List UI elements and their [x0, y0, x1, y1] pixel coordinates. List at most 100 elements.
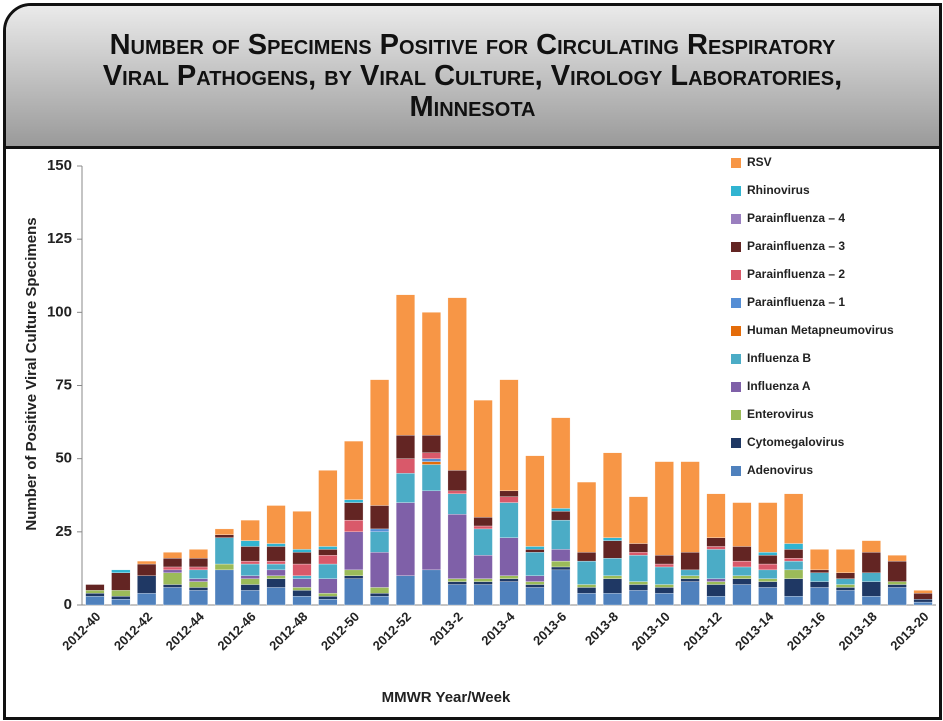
x-tick-label: 2013-8	[582, 609, 621, 648]
bar-segment	[292, 590, 312, 597]
bar-segment	[292, 575, 312, 579]
bar-segment	[499, 575, 519, 579]
bar-segment	[551, 519, 571, 550]
bar-segment	[603, 537, 622, 541]
x-tick-label: 2012-42	[111, 609, 155, 653]
bar-segment	[473, 399, 493, 518]
bar-segment	[266, 575, 286, 579]
bar-segment	[525, 552, 545, 576]
bar-segment	[370, 528, 390, 532]
legend-label: Parainfluenza – 3	[747, 239, 845, 253]
bar-segment	[344, 531, 364, 571]
bar-segment	[163, 566, 183, 571]
bar-segment	[266, 587, 286, 606]
bar-segment	[732, 502, 752, 547]
bar-segment	[499, 537, 519, 576]
bar-segment	[603, 452, 622, 538]
bar-segment	[421, 452, 441, 459]
bar-segment	[758, 578, 778, 582]
bar-segment	[421, 569, 441, 606]
bar-segment	[706, 581, 726, 585]
bar-segment	[603, 558, 622, 576]
bar-segment	[525, 581, 545, 585]
bar-segment	[447, 584, 467, 606]
bar-segment	[447, 490, 467, 494]
bar-segment	[473, 517, 493, 527]
bar-segment	[810, 587, 830, 606]
bar-segment	[214, 537, 234, 565]
bar-segment	[266, 543, 286, 547]
bar-segment	[447, 470, 467, 492]
bar-segment	[473, 528, 493, 556]
bar-segment	[758, 563, 778, 571]
bar-segment	[784, 578, 804, 597]
bar-segment	[654, 461, 674, 556]
bar-segment	[499, 502, 519, 538]
bar-segment	[680, 575, 700, 579]
legend-label: Cytomegalovirus	[747, 435, 845, 449]
bar-segment	[240, 584, 260, 591]
bar-segment	[732, 575, 752, 579]
x-axis-title: MMWR Year/Week	[382, 689, 511, 706]
bar-segment	[732, 560, 752, 568]
bar-segment	[499, 578, 519, 582]
bar-segment	[111, 598, 131, 606]
bar-segment	[214, 563, 234, 571]
legend-swatch	[731, 410, 741, 420]
bar-segment	[421, 464, 441, 492]
bar-segment	[654, 587, 674, 594]
bar-segment	[421, 435, 441, 453]
bar-segment	[732, 566, 752, 576]
bar-segment	[835, 572, 855, 579]
bar-segment	[240, 578, 260, 585]
bar-segment	[188, 549, 208, 559]
legend-swatch	[731, 270, 741, 280]
bar-segment	[111, 596, 131, 600]
bar-segment	[577, 587, 597, 594]
legend-label: Rhinovirus	[747, 183, 810, 197]
bar-segment	[628, 552, 648, 556]
bar-segment	[370, 596, 390, 606]
bar-segment	[163, 552, 183, 559]
x-tick-label: 2013-2	[427, 609, 466, 648]
bar-segment	[292, 587, 312, 591]
bar-segment	[784, 543, 804, 550]
bar-segment	[240, 590, 260, 606]
bar-segment	[784, 596, 804, 606]
x-tick-label: 2013-14	[732, 608, 777, 653]
bar-segment	[525, 575, 545, 582]
bar-segment	[551, 549, 571, 562]
bar-segment	[680, 552, 700, 571]
bar-segment	[577, 552, 597, 562]
x-tick-label: 2013-16	[784, 609, 828, 653]
bar-segment	[85, 596, 105, 606]
bar-segment	[163, 572, 183, 585]
bar-segment	[680, 578, 700, 582]
bar-segment	[913, 598, 933, 603]
bar-segment	[85, 590, 105, 594]
bar-segment	[447, 578, 467, 582]
bar-segment	[318, 549, 338, 556]
y-axis-title: Number of Positive Viral Culture Specime…	[23, 217, 40, 530]
bar-segment	[680, 569, 700, 576]
bar-segment	[680, 461, 700, 553]
bar-segment	[318, 578, 338, 594]
legend-swatch	[731, 186, 741, 196]
bar-segment	[887, 587, 907, 606]
x-tick-label: 2013-20	[887, 609, 931, 653]
x-tick-label: 2013-10	[628, 609, 672, 653]
bar-segment	[551, 511, 571, 521]
bar-segment	[654, 563, 674, 568]
bar-segment	[188, 578, 208, 582]
bar-segment	[628, 496, 648, 544]
bar-segment	[758, 502, 778, 553]
bar-segment	[344, 440, 364, 500]
bar-segment	[292, 596, 312, 606]
bar-segment	[758, 555, 778, 565]
bar-segment	[344, 499, 364, 503]
bar-segment	[861, 581, 881, 597]
legend-label: Human Metapneumovirus	[747, 323, 894, 337]
bar-segment	[654, 566, 674, 585]
bar-segment	[706, 493, 726, 538]
bar-segment	[861, 596, 881, 606]
